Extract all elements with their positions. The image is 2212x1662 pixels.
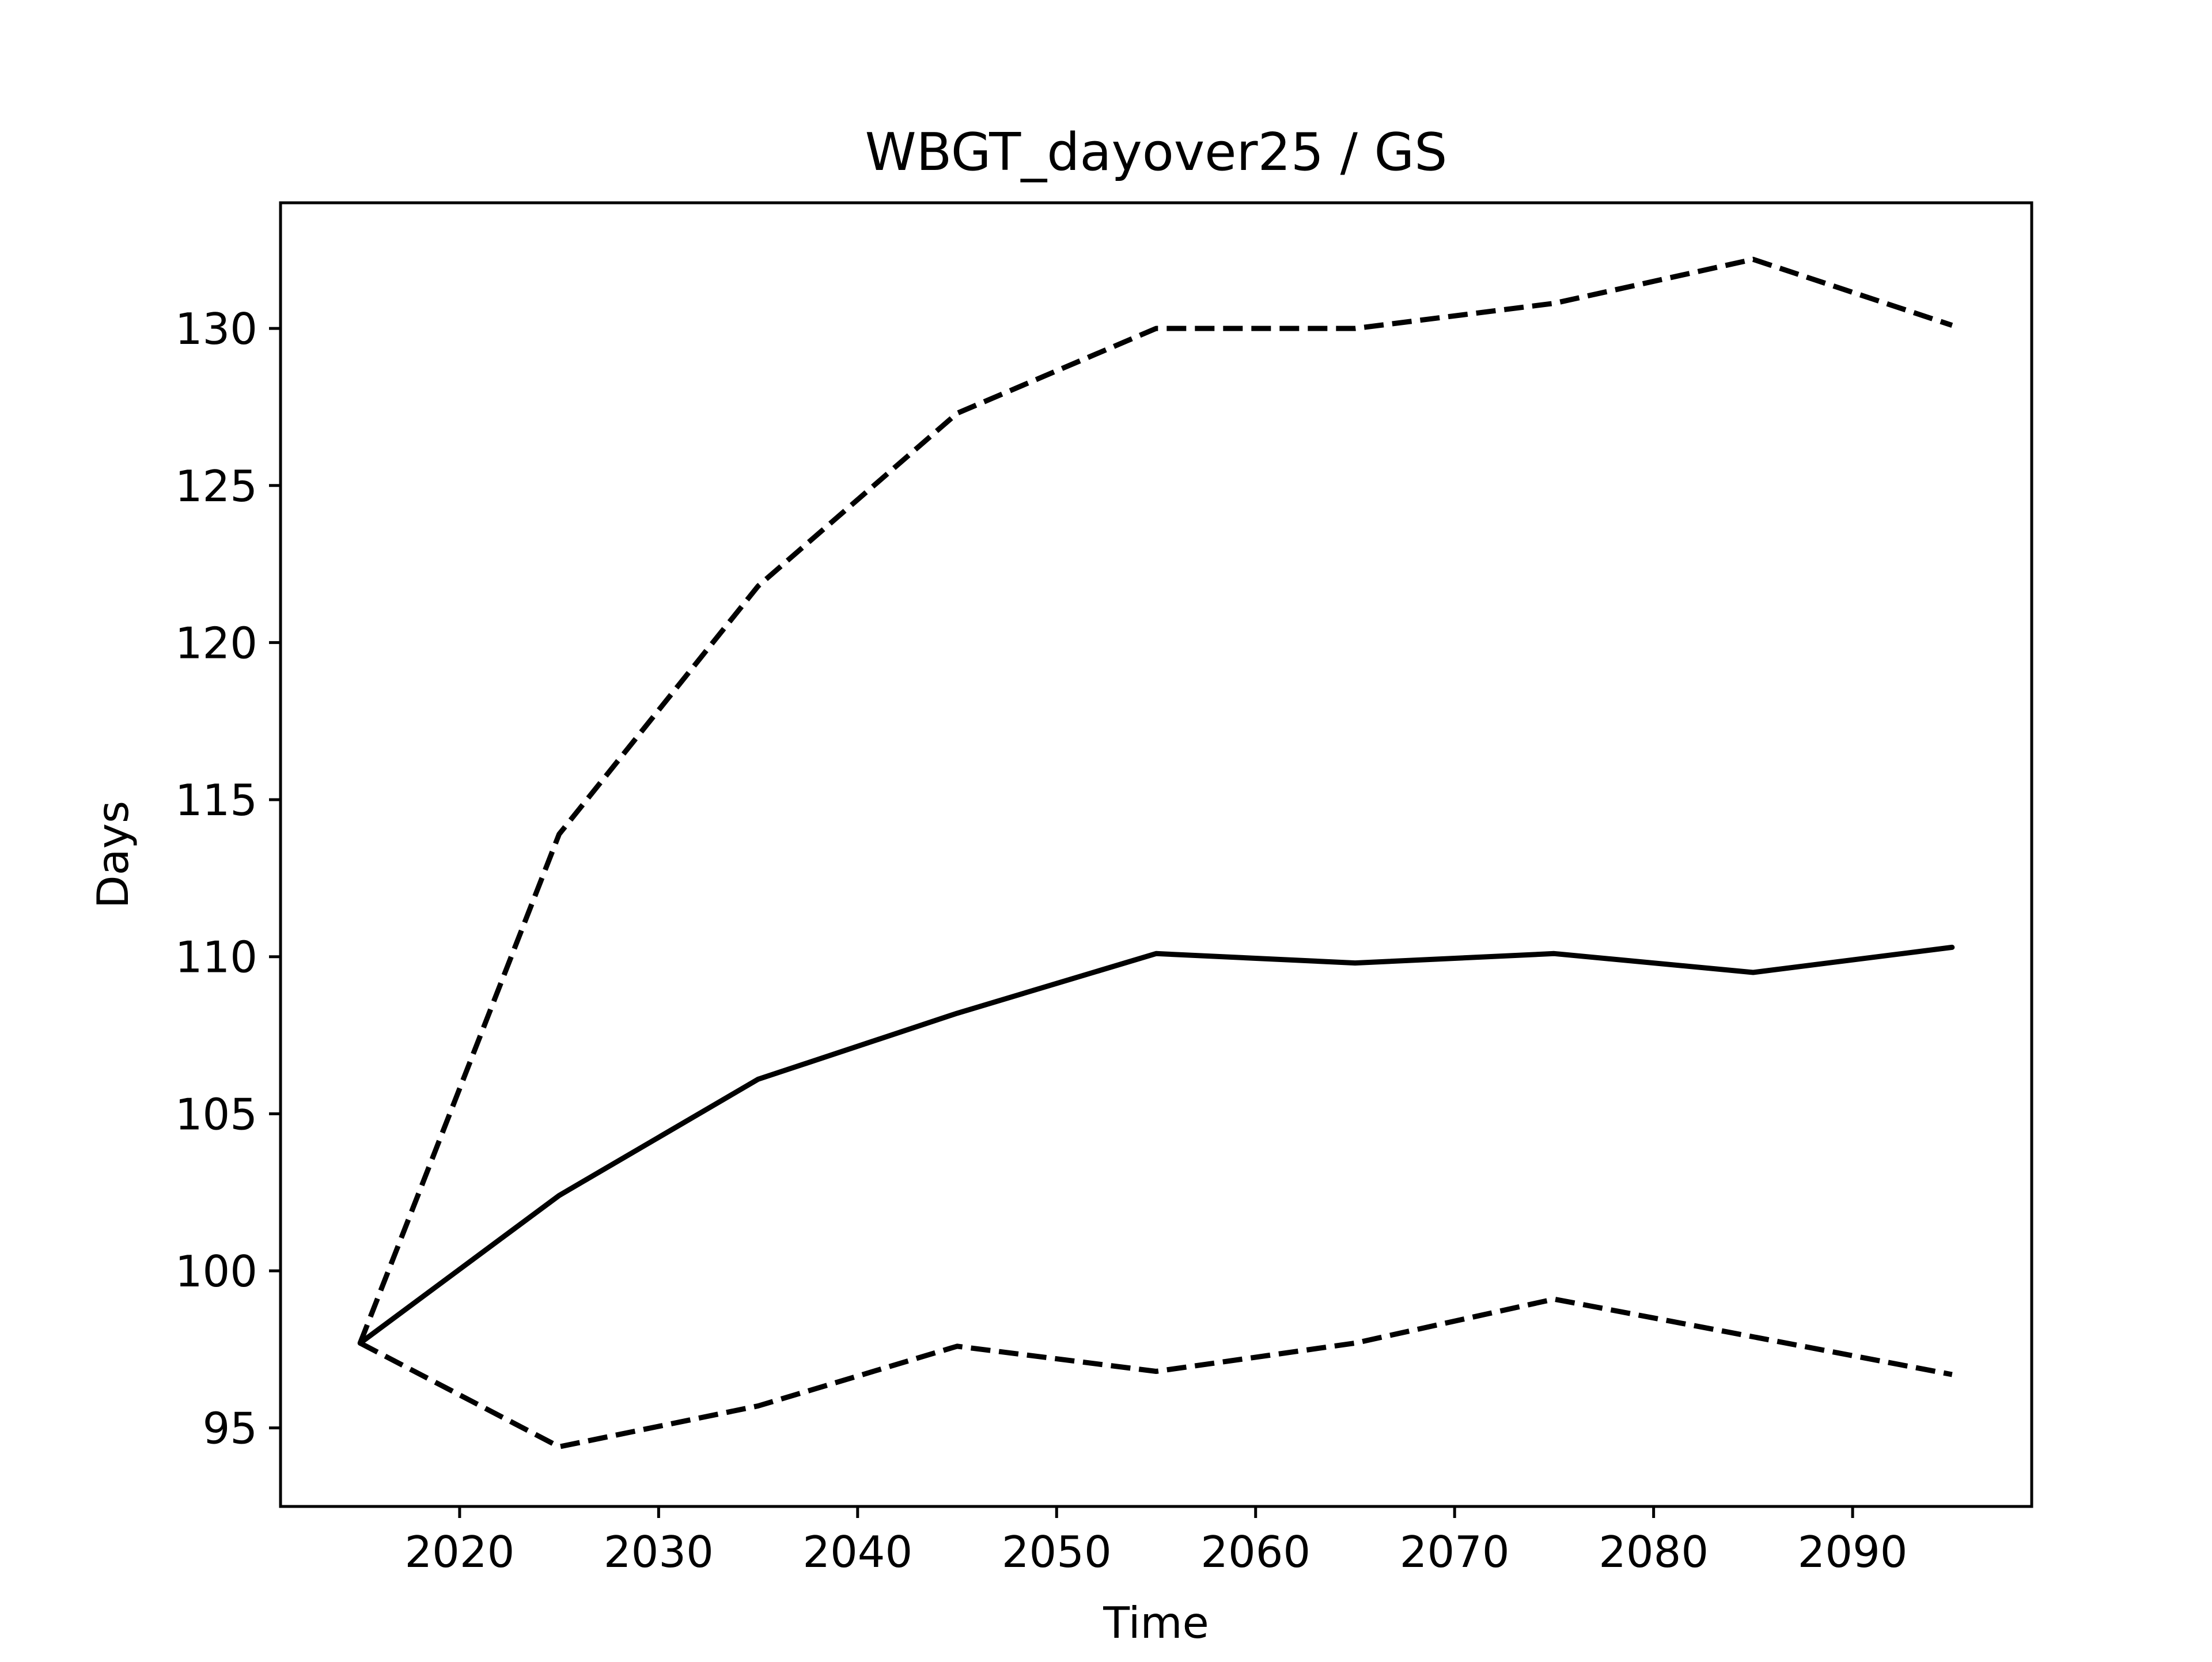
x-tick-label: 2090 xyxy=(1798,1527,1908,1577)
y-tick-label: 115 xyxy=(175,775,257,826)
x-axis-ticks: 2020 2030 2040 2050 2060 2070 2080 2090 xyxy=(404,1506,1908,1577)
y-tick-label: 105 xyxy=(175,1089,257,1139)
y-tick-label: 120 xyxy=(175,618,257,668)
y-tick-label: 125 xyxy=(175,461,257,512)
y-tick-label: 100 xyxy=(175,1246,257,1297)
series-line-1-solid xyxy=(357,944,1955,1346)
x-tick-label: 2050 xyxy=(1002,1527,1112,1577)
x-axis-title: Time xyxy=(1103,1597,1209,1648)
x-tick-label: 2020 xyxy=(404,1527,514,1577)
y-tick-label: 130 xyxy=(175,304,257,354)
series-layer xyxy=(357,256,1955,1449)
chart-title: WBGT_dayover25 / GS xyxy=(865,122,1448,183)
x-tick-label: 2060 xyxy=(1200,1527,1310,1577)
series-line-3-dashed xyxy=(359,1296,1953,1449)
plot-frame xyxy=(279,201,2033,1508)
x-tick-label: 2070 xyxy=(1400,1527,1510,1577)
y-axis-title: Days xyxy=(88,801,138,908)
y-axis-ticks: 95 100 105 110 115 120 125 130 xyxy=(175,304,281,1454)
x-tick-label: 2040 xyxy=(802,1527,912,1577)
y-tick-label: 95 xyxy=(203,1403,257,1454)
y-tick-label: 110 xyxy=(175,932,257,983)
x-tick-label: 2030 xyxy=(604,1527,714,1577)
x-tick-label: 2080 xyxy=(1599,1527,1709,1577)
series-line-2-dashed xyxy=(358,256,1953,1345)
